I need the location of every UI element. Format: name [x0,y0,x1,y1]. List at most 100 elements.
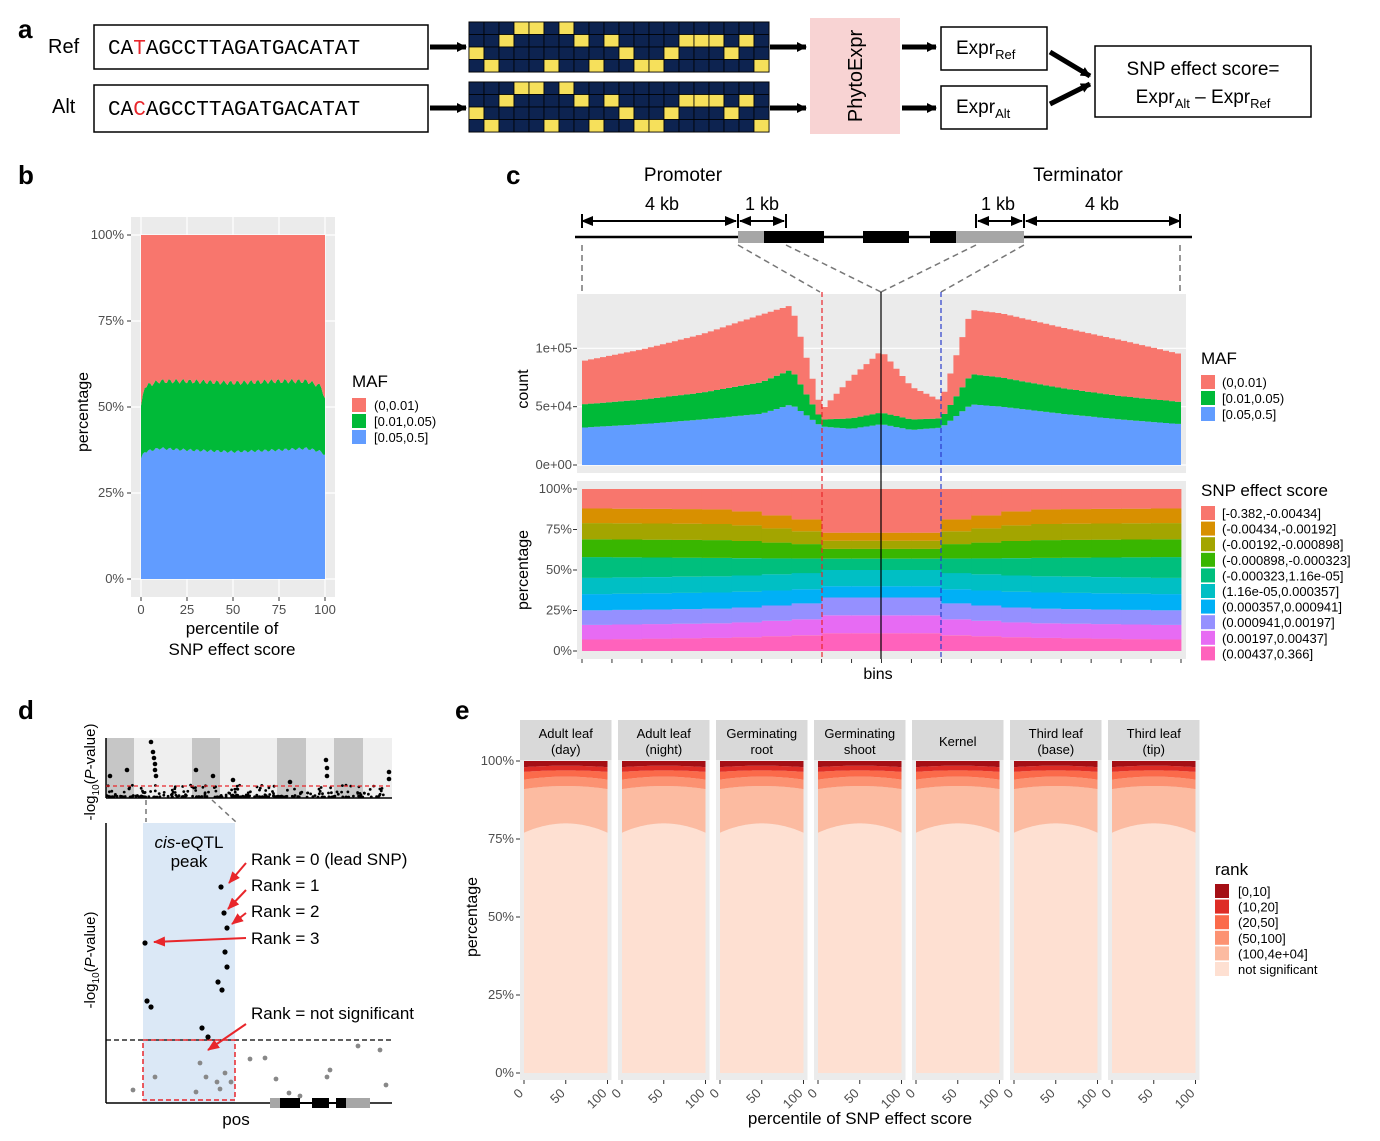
x-tick-label: 0 [510,1086,526,1102]
pct-segment [911,532,942,541]
exon-2 [863,231,909,243]
pct-segment [1001,637,1032,651]
pct-segment [1061,509,1092,524]
panel-a-letter: a [18,14,33,44]
onehot-cell [513,21,530,35]
significant-snp [219,987,225,993]
onehot-cell [678,59,695,73]
nonsignificant-snp [355,1043,361,1049]
pct-segment [612,539,643,558]
pct-segment [1031,489,1062,510]
legend-swatch [1201,506,1215,520]
onehot-cell [528,21,545,35]
nonsignificant-snp [262,1055,268,1061]
onehot-cell [693,81,710,95]
snp-point [194,786,197,789]
pct-segment [701,623,733,638]
snp-point [380,787,384,790]
peak-label-line2: peak [171,852,208,871]
pct-segment [971,528,1002,543]
onehot-cell [573,59,590,73]
pct-segment [701,608,733,624]
onehot-cell [738,81,755,95]
pct-segment [881,586,912,598]
onehot-cell [648,119,665,133]
onehot-cell [618,46,635,60]
pct-segment [761,590,793,606]
x-tick-label: 0 [1000,1086,1016,1102]
x-tick-label: 50 [547,1086,568,1107]
promoter-4kb-label: 4 kb [645,194,679,214]
snp-point [174,793,178,797]
snp-point [186,789,190,793]
pct-segment [941,619,972,636]
pct-segment [911,570,942,587]
pct-segment [881,597,912,616]
facet-strip [520,720,612,760]
pct-segment [612,624,643,640]
snp-point [323,757,329,763]
rank-area-(20,50] [524,770,608,780]
pct-y-tick: 50% [546,562,572,577]
pct-segment [791,544,822,559]
pct-segment [612,489,643,509]
significant-snp [199,1025,205,1031]
snp-point [236,787,240,791]
snp-point [317,792,321,796]
pct-segment [1001,622,1032,638]
pct-segment [911,615,942,634]
chromosome-band [334,738,363,798]
pct-segment [791,531,822,545]
snp-point [324,765,330,771]
rank-area-(50,100] [622,776,706,790]
pct-segment [851,489,882,533]
y-tick-label: 75% [488,831,514,846]
legend-label: [0.05,0.5] [374,430,428,445]
pct-segment [1091,609,1122,625]
pct-segment [671,592,703,610]
pct-segment [881,540,912,549]
pct-segment [582,639,613,651]
snp-point [166,794,170,798]
onehot-cell [723,81,740,95]
rank-area-not significant [1014,823,1098,1073]
pct-segment [1121,624,1152,640]
onehot-cell [708,21,725,35]
snp-point [157,792,161,795]
legend-swatch [1201,552,1215,567]
pct-segment [1091,508,1122,524]
onehot-cell [633,81,650,95]
onehot-cell [468,119,485,133]
rank1-arrow [227,889,247,910]
pct-segment [1001,575,1032,592]
rank-area-(10,20] [524,765,608,772]
nonsignificant-snp [203,1074,209,1080]
pct-segment [582,508,613,524]
onehot-cell [633,106,650,120]
pct-segment [971,542,1002,559]
onehot-cell [603,59,620,73]
snp-point [127,787,131,791]
nonsignificant-snp [286,1090,292,1096]
snp-point [319,786,323,789]
onehot-cell [693,59,710,73]
nonsignificant-snp [217,1086,223,1092]
facet-label-2: (tip) [1143,742,1165,757]
onehot-cell [723,21,740,35]
pct-segment [1121,539,1152,558]
pct-segment [821,540,852,549]
y-tick-label: 0% [495,1065,514,1080]
x-tick-label: 75 [272,602,286,617]
pct-segment [1061,609,1092,624]
facet-label-1: Germinating [824,726,895,741]
legend-swatch [1201,599,1215,614]
snp-point [309,792,312,796]
pct-segment [671,509,703,524]
snp-point [255,793,259,797]
snp-point [249,790,252,794]
pct-segment [881,532,912,541]
rank2-label: Rank = 2 [251,902,320,921]
rank-area-(100,4e+04] [622,786,706,833]
